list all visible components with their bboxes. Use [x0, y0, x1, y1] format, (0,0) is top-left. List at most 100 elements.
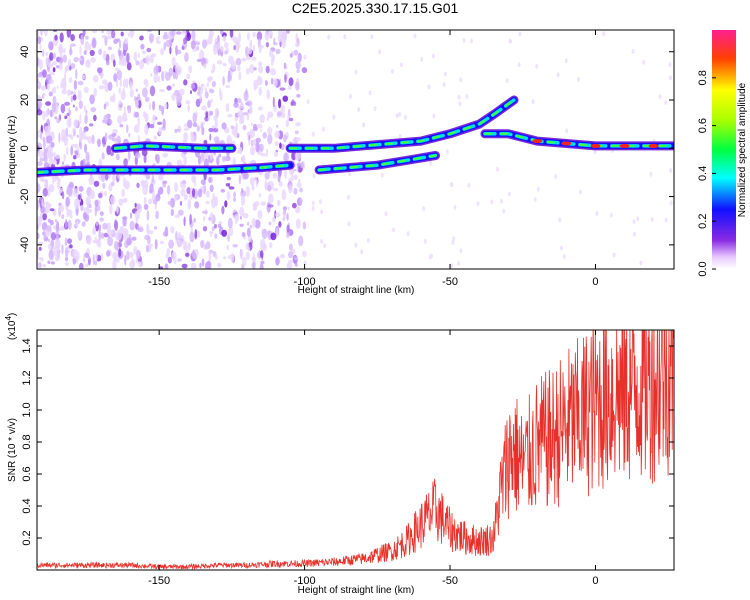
- noise-speck: [130, 30, 134, 39]
- noise-speck: [144, 234, 150, 241]
- noise-speck: [167, 184, 171, 195]
- noise-speck: [119, 77, 122, 88]
- noise-speck: [300, 162, 304, 169]
- noise-speck: [183, 216, 186, 227]
- noise-speck: [136, 249, 141, 260]
- noise-speck: [194, 201, 200, 209]
- noise-speck: [291, 99, 295, 106]
- noise-speck: [49, 52, 54, 61]
- noise-speck: [73, 155, 77, 160]
- noise-speck: [289, 243, 293, 251]
- noise-speck: [45, 230, 50, 237]
- noise-speck: [206, 82, 209, 88]
- noise-speck: [260, 201, 266, 206]
- noise-speck: [123, 118, 128, 122]
- noise-speck: [111, 132, 117, 137]
- noise-speck: [196, 230, 201, 238]
- y-tick-label: 0.2: [21, 530, 33, 545]
- noise-speck: [222, 76, 225, 86]
- noise-speck: [554, 174, 558, 179]
- noise-speck: [490, 199, 494, 205]
- noise-speck: [239, 215, 242, 220]
- noise-speck: [76, 134, 80, 138]
- noise-speck: [83, 50, 87, 56]
- ridge-peak-1: [114, 144, 233, 150]
- noise-speck: [368, 90, 372, 96]
- noise-speck: [118, 87, 121, 94]
- noise-speck: [249, 177, 255, 186]
- noise-speck: [508, 38, 512, 44]
- noise-speck: [174, 193, 178, 202]
- noise-speck: [106, 250, 111, 257]
- noise-speck: [152, 114, 156, 125]
- noise-speck: [286, 212, 289, 222]
- noise-speck: [94, 260, 98, 266]
- noise-speck: [261, 244, 265, 252]
- spectrogram-noise: [37, 30, 673, 269]
- noise-speck: [270, 78, 274, 85]
- noise-speck: [221, 122, 227, 130]
- svg-text:(x104): (x104): [4, 313, 18, 340]
- noise-speck: [85, 263, 89, 268]
- noise-speck: [295, 60, 301, 70]
- noise-speck: [128, 32, 131, 38]
- noise-speck: [47, 260, 51, 265]
- noise-speck: [232, 244, 239, 248]
- noise-speck: [137, 52, 140, 58]
- ridge-peak-2: [289, 99, 515, 150]
- noise-speck: [54, 116, 58, 120]
- noise-speck: [159, 186, 164, 195]
- noise-speck: [65, 196, 70, 207]
- colorbar: 0.0 0.2 0.4 0.6 0.8 Normalized spectral ampl…: [697, 30, 748, 277]
- noise-speck: [507, 191, 511, 197]
- noise-speck: [288, 184, 293, 194]
- y-tick-label: 20: [19, 94, 31, 106]
- noise-speck: [242, 172, 249, 180]
- noise-speck: [135, 88, 138, 92]
- noise-speck: [221, 229, 228, 237]
- noise-speck: [83, 128, 86, 133]
- noise-speck: [106, 145, 112, 155]
- noise-speck: [79, 262, 84, 269]
- noise-speck: [193, 218, 196, 223]
- noise-speck: [650, 217, 654, 222]
- noise-speck: [226, 244, 229, 251]
- noise-speck: [636, 216, 640, 222]
- noise-speck: [267, 204, 274, 208]
- noise-speck: [225, 155, 228, 162]
- noise-speck: [270, 56, 274, 66]
- noise-speck: [187, 241, 191, 251]
- noise-speck: [75, 221, 79, 228]
- noise-speck: [296, 182, 302, 188]
- noise-speck: [200, 83, 205, 87]
- noise-speck: [518, 31, 522, 37]
- noise-speck: [180, 184, 186, 189]
- noise-speck: [277, 199, 281, 207]
- noise-speck: [196, 125, 200, 132]
- noise-speck: [155, 193, 161, 202]
- noise-speck: [85, 59, 91, 68]
- noise-speck: [125, 78, 129, 89]
- noise-speck: [295, 42, 299, 48]
- noise-speck: [233, 102, 239, 108]
- noise-speck: [133, 96, 137, 102]
- noise-speck: [118, 49, 122, 57]
- noise-speck: [56, 85, 59, 89]
- noise-speck: [224, 200, 228, 208]
- noise-speck: [49, 42, 54, 51]
- noise-speck: [217, 41, 221, 50]
- noise-speck: [347, 221, 351, 227]
- noise-speck: [320, 209, 324, 215]
- noise-speck: [207, 76, 212, 83]
- noise-speck: [63, 153, 66, 162]
- noise-speck: [187, 104, 190, 113]
- noise-speck: [535, 63, 539, 69]
- noise-speck: [360, 249, 364, 255]
- noise-speck: [458, 101, 462, 107]
- noise-speck: [285, 119, 289, 128]
- noise-speck: [109, 151, 114, 157]
- noise-speck: [565, 128, 569, 134]
- noise-speck: [126, 62, 132, 71]
- noise-speck: [203, 216, 206, 222]
- noise-speck: [197, 86, 201, 92]
